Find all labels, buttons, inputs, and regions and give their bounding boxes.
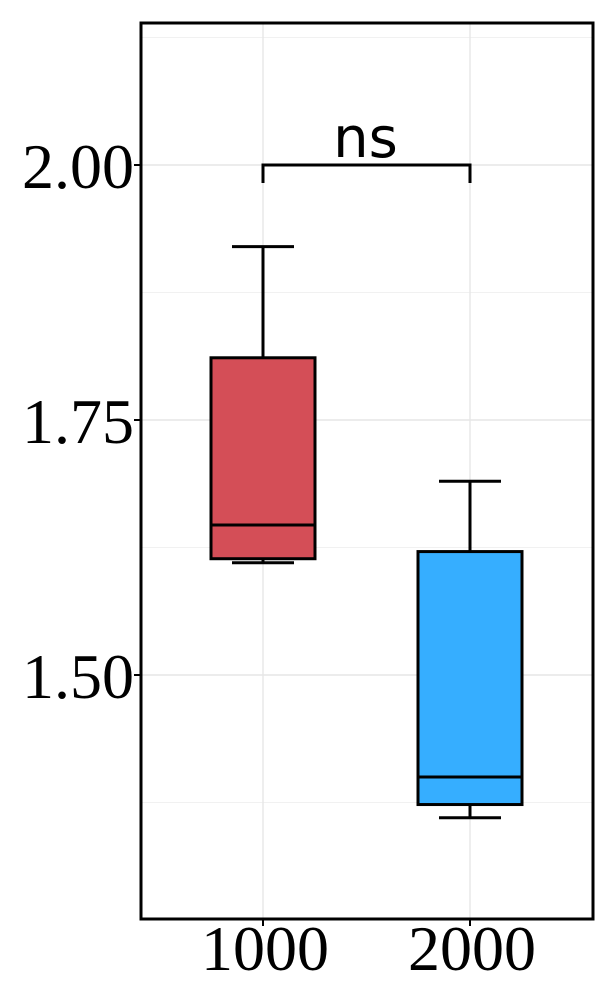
x-axis-ticks: 1000 2000 (201, 913, 536, 984)
significance-annotation: ns (261, 106, 472, 183)
boxes (209, 245, 524, 820)
box-2000 (416, 479, 524, 820)
y-axis-ticks: 1.50 1.75 2.00 (22, 131, 141, 712)
interquartile-box (416, 550, 524, 807)
x-tick-label: 1000 (201, 913, 329, 984)
interquartile-box (209, 356, 317, 561)
significance-label: ns (333, 106, 398, 171)
y-tick-label: 2.00 (22, 131, 134, 202)
box-1000 (209, 245, 317, 565)
y-tick-label: 1.75 (22, 386, 134, 457)
y-tick-label: 1.50 (22, 641, 134, 712)
x-tick-label: 2000 (408, 913, 536, 984)
significance-bracket (261, 163, 472, 183)
plot-frame (139, 21, 595, 921)
